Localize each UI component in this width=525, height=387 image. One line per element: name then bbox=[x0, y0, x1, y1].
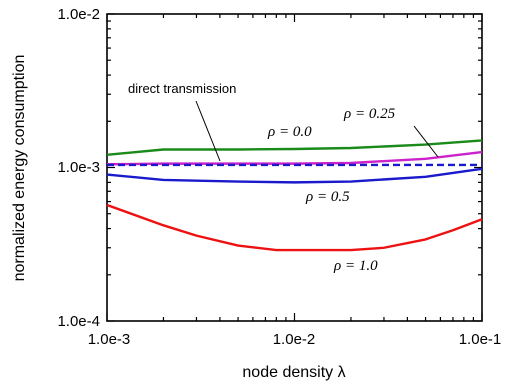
y-tick-label: 1.0e-4 bbox=[57, 313, 100, 330]
x-tick-label: 1.0e-1 bbox=[459, 331, 502, 348]
y-tick-label: 1.0e-2 bbox=[57, 6, 100, 23]
annotation-pointer-rho-0-25 bbox=[413, 125, 439, 158]
annotation-pointer-direct bbox=[195, 100, 221, 162]
annotation-rho-1-0: ρ = 1.0 bbox=[333, 258, 378, 274]
axis-ticks bbox=[106, 13, 483, 322]
annotation-rho-0-25: ρ = 0.25 bbox=[343, 106, 396, 122]
annotation-rho-0-5: ρ = 0.5 bbox=[305, 189, 350, 205]
annotation-direct-transmission: direct transmission bbox=[128, 81, 236, 96]
x-tick-label: 1.0e-2 bbox=[273, 331, 316, 348]
series-layer bbox=[106, 139, 483, 252]
y-tick-label: 1.0e-3 bbox=[57, 159, 100, 176]
plot-frame bbox=[106, 13, 483, 322]
annotation-rho-0-0: ρ = 0.0 bbox=[267, 124, 312, 140]
series-line--1-0 bbox=[106, 203, 483, 252]
series-line--0-5 bbox=[106, 167, 483, 184]
series-line--0-0 bbox=[106, 139, 483, 156]
y-axis-title: normalized energy consumption bbox=[11, 55, 28, 282]
x-tick-label: 1.0e-3 bbox=[88, 331, 131, 348]
x-axis-title: node density λ bbox=[242, 364, 345, 381]
series-line--0-25 bbox=[106, 150, 483, 166]
